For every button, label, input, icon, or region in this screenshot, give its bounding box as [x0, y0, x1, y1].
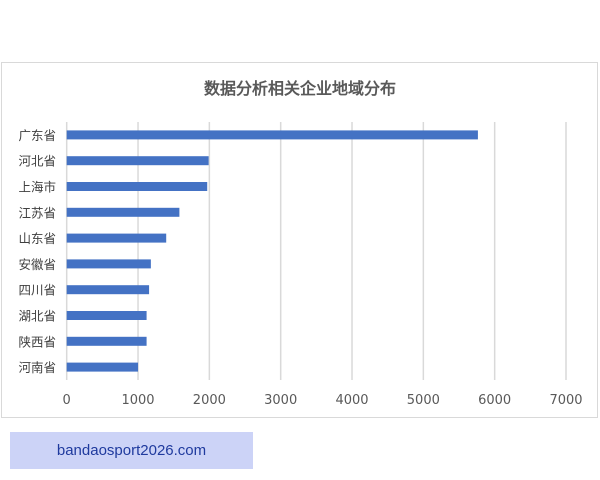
- bar: [66, 336, 147, 346]
- x-tick-label: 7000: [549, 393, 582, 408]
- bar-chart: 数据分析相关企业地域分布 广东省河北省上海市江苏省山东省安徽省四川省湖北省陕西省…: [18, 79, 582, 408]
- bar: [66, 182, 208, 191]
- x-tick-label: 3000: [264, 393, 297, 408]
- chart-frame: [1, 62, 598, 418]
- category-label: 江苏省: [18, 205, 56, 220]
- bar: [66, 362, 139, 372]
- category-label: 湖北省: [18, 309, 56, 324]
- category-label: 河北省: [18, 154, 56, 169]
- x-tick-label: 1000: [121, 393, 154, 408]
- category-label: 上海市: [18, 180, 56, 195]
- category-label: 陕西省: [18, 334, 56, 349]
- x-tick-label: 0: [63, 393, 71, 408]
- category-label: 河南省: [18, 360, 56, 375]
- bar: [66, 311, 147, 320]
- x-tick-label: 2000: [193, 393, 226, 408]
- bar: [66, 130, 478, 140]
- x-tick-label: 6000: [478, 393, 511, 408]
- bar: [66, 285, 150, 295]
- bar: [66, 259, 151, 269]
- category-label: 山东省: [18, 231, 56, 246]
- bar: [66, 207, 180, 217]
- bar: [66, 156, 209, 166]
- x-tick-label: 4000: [335, 393, 368, 408]
- watermark: bandaosport2026.com: [10, 432, 253, 469]
- category-label: 四川省: [18, 283, 56, 298]
- category-label: 广东省: [18, 128, 56, 143]
- x-tick-label: 5000: [407, 393, 440, 408]
- chart-title: 数据分析相关企业地域分布: [204, 79, 396, 98]
- category-label: 安徽省: [18, 257, 56, 272]
- bar: [66, 233, 167, 243]
